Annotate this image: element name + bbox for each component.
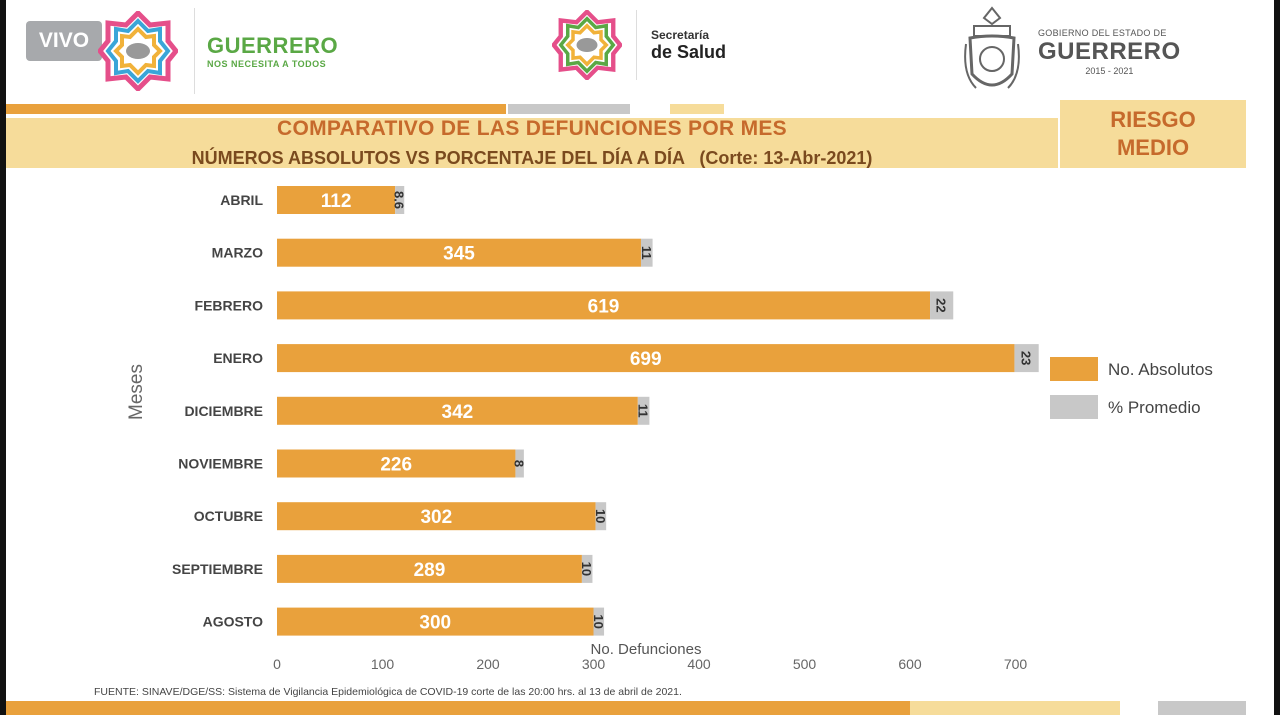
title-band	[6, 118, 1058, 168]
star-emblem-icon	[98, 11, 178, 91]
legend-label: % Promedio	[1108, 398, 1201, 417]
salud-logo: Secretaría de Salud	[552, 10, 726, 80]
guerrero-name: GUERRERO	[207, 33, 339, 58]
chart-title: COMPARATIVO DE LAS DEFUNCIONES POR MES	[277, 117, 787, 140]
data-label-promedio: 10	[579, 562, 594, 576]
y-axis-label: Meses	[126, 364, 147, 420]
bar-absolutos	[277, 502, 596, 531]
bar-promedio	[593, 607, 605, 636]
data-label-promedio: 23	[1019, 351, 1034, 365]
risk-badge: RIESGO MEDIO	[1060, 100, 1246, 168]
bar-promedio	[930, 291, 954, 320]
legend-swatch	[1050, 395, 1098, 419]
category-label: MARZO	[212, 245, 263, 261]
data-label-absolutos: 699	[630, 349, 662, 370]
data-label-promedio: 22	[934, 298, 949, 312]
salud-line1: Secretaría	[651, 27, 710, 42]
data-label-absolutos: 619	[588, 296, 620, 317]
data-label-promedio: 8.6	[392, 191, 407, 209]
bar-promedio	[515, 449, 524, 478]
bar-absolutos	[277, 291, 931, 320]
data-label-promedio: 10	[593, 509, 608, 523]
data-label-absolutos: 302	[420, 507, 452, 528]
coat-of-arms-icon	[964, 6, 1020, 89]
data-label-absolutos: 112	[321, 191, 352, 212]
bar-chart: 112 8.6 345 11 619 22 699 23 342 11 226 8 302 10 289 10…	[126, 186, 1213, 672]
x-tick-label: 200	[476, 656, 500, 672]
source-footer: FUENTE: SINAVE/DGE/SS: Sistema de Vigila…	[94, 686, 682, 698]
bar-promedio	[640, 238, 653, 267]
guerrero-logo: GUERRERO NOS NECESITA A TODOS	[98, 8, 338, 94]
x-tick-label: 600	[898, 656, 922, 672]
bottom-decor-bars	[6, 701, 1274, 715]
data-label-absolutos: 289	[414, 560, 446, 581]
bar-absolutos	[277, 449, 516, 478]
salud-line2: de Salud	[651, 41, 727, 62]
data-label-promedio: 11	[636, 404, 651, 418]
bar-promedio	[595, 502, 607, 531]
data-label-absolutos: 345	[443, 244, 475, 265]
bar-absolutos	[277, 344, 1015, 373]
category-label: FEBRERO	[195, 297, 264, 313]
x-tick-label: 500	[793, 656, 817, 672]
chart-subtitle: NÚMEROS ABSOLUTOS VS PORCENTAJE DEL DÍA …	[191, 148, 873, 168]
top-decor-bars	[6, 104, 1274, 114]
category-label: ABRIL	[220, 192, 263, 208]
x-tick-label: 700	[1004, 656, 1028, 672]
data-label-promedio: 8	[512, 460, 527, 467]
slide: VIVO GUERRERO NOS NECESITA A TODOS Secre…	[6, 0, 1274, 715]
risk-line1: RIESGO	[1110, 107, 1196, 132]
category-label: OCTUBRE	[194, 508, 263, 524]
bar-absolutos	[277, 554, 582, 583]
x-tick-label: 300	[582, 656, 606, 672]
category-label: NOVIEMBRE	[178, 456, 263, 472]
bar-promedio	[1014, 344, 1039, 373]
bar-absolutos	[277, 607, 594, 636]
category-label: DICIEMBRE	[184, 403, 263, 419]
category-label: ENERO	[213, 350, 263, 366]
bar-promedio	[637, 396, 650, 425]
risk-line2: MEDIO	[1116, 135, 1190, 160]
bar-absolutos	[277, 396, 638, 425]
star-emblem-icon	[552, 10, 622, 80]
gobierno-years: 2015 - 2021	[1085, 66, 1134, 76]
x-tick-label: 400	[687, 656, 711, 672]
gobierno-line2: GUERRERO	[1038, 38, 1181, 65]
guerrero-slogan: NOS NECESITA A TODOS	[207, 59, 327, 69]
legend-label: No. Absolutos	[1108, 360, 1213, 379]
bar-promedio	[395, 186, 405, 214]
data-label-promedio: 11	[639, 246, 654, 260]
bar-absolutos	[277, 186, 396, 214]
live-badge: VIVO	[26, 21, 102, 61]
data-label-promedio: 10	[591, 614, 606, 628]
x-tick-label: 100	[371, 656, 395, 672]
x-axis-label: No. Defunciones	[591, 641, 702, 658]
gobierno-line1: GOBIERNO DEL ESTADO DE	[1038, 28, 1167, 38]
bar-promedio	[581, 554, 593, 583]
data-label-absolutos: 300	[419, 613, 451, 634]
bar-absolutos	[277, 238, 641, 267]
category-label: SEPTIEMBRE	[172, 561, 263, 577]
gobierno-logo: GOBIERNO DEL ESTADO DE GUERRERO 2015 - 2…	[962, 4, 1181, 100]
data-label-absolutos: 226	[380, 455, 412, 476]
data-label-absolutos: 342	[442, 402, 474, 423]
category-label: AGOSTO	[203, 614, 264, 630]
legend-swatch	[1050, 357, 1098, 381]
x-tick-label: 0	[273, 656, 281, 672]
